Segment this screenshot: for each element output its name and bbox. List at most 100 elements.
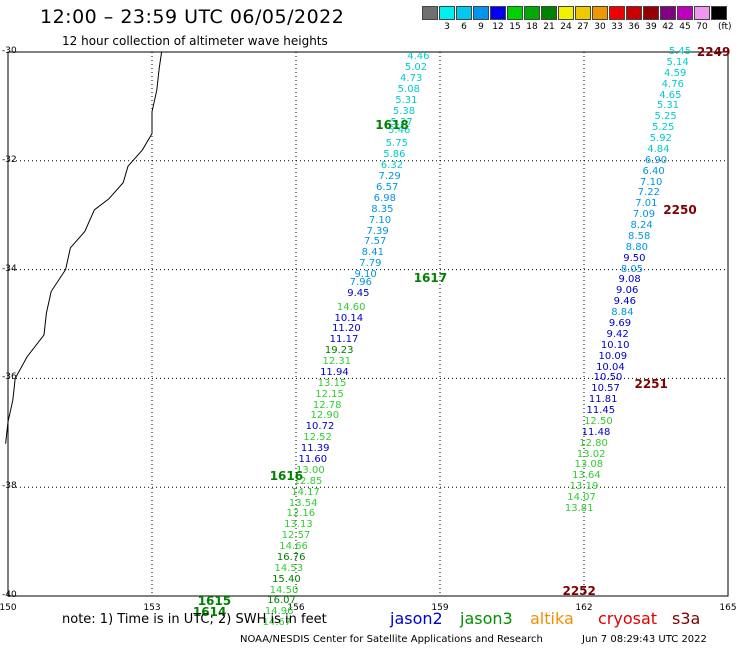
wave-height-value: 5.25: [654, 111, 677, 123]
lon-tick-label: 165: [719, 603, 737, 613]
wave-height-value: 9.69: [608, 318, 632, 329]
legend-swatch: [711, 6, 727, 20]
lon-tick-label: 156: [287, 603, 305, 613]
wave-height-value: 9.06: [616, 285, 639, 297]
wave-height-value: 13.13: [284, 519, 313, 531]
legend-swatch: [541, 6, 557, 20]
legend-swatch: [592, 6, 608, 20]
wave-height-value: 8.80: [625, 241, 648, 253]
satellite-name-s3a: s3a: [672, 609, 701, 628]
wave-height-value: 9.50: [623, 252, 646, 264]
wave-height-value: 8.41: [361, 247, 384, 259]
footer-note: note: 1) Time is in UTC; 2) SWH is in fe…: [62, 612, 327, 627]
wave-height-value: 14.60: [336, 301, 366, 313]
legend-label: 6: [461, 22, 467, 32]
wave-height-value: 7.29: [378, 171, 401, 183]
wave-height-value: 12.52: [303, 432, 332, 444]
legend-swatch: [626, 6, 642, 20]
legend-swatch: [609, 6, 625, 20]
wave-height-value: 7.79: [359, 258, 382, 270]
legend-label: 45: [679, 22, 691, 32]
wave-height-value: 7.10: [640, 176, 663, 188]
wave-height-value: 13.00: [296, 464, 325, 476]
wave-height-value: 4.76: [661, 78, 684, 90]
lat-tick-label: -38: [2, 481, 17, 492]
wave-height-value: 6.40: [642, 165, 665, 177]
wave-height-value: 5.27: [390, 116, 413, 128]
wave-height-value: 13.02: [576, 448, 606, 460]
wave-height-value: 12.80: [579, 437, 608, 449]
lat-tick-label: -32: [2, 154, 17, 165]
wave-height-value: 5.45: [668, 46, 692, 57]
wave-height-value: 14.53: [274, 562, 304, 574]
wave-height-value: 13.19: [569, 481, 599, 493]
wave-height-value: 5.31: [656, 100, 680, 112]
legend-unit-label: (ft): [718, 22, 732, 32]
wave-height-value: 9.10: [354, 269, 377, 281]
wave-height-value: 11.39: [300, 443, 330, 455]
legend-label: 70: [696, 22, 708, 32]
wave-height-value: 14.07: [567, 492, 596, 504]
wave-height-value: 11.48: [581, 426, 611, 438]
wave-height-value: 8.24: [630, 220, 653, 232]
wave-height-value: 12.90: [310, 410, 340, 422]
wave-height-value: 13.64: [572, 470, 601, 482]
legend-label: 24: [560, 22, 572, 32]
legend-swatch: [473, 6, 489, 20]
wave-height-value: 6.32: [380, 160, 404, 172]
legend-swatch: [422, 6, 438, 20]
lon-tick-label: 153: [143, 603, 161, 613]
legend-label: 33: [611, 22, 623, 32]
legend-label: 12: [492, 22, 504, 32]
lat-tick-label: -30: [2, 46, 17, 56]
wave-height-value: 8.05: [620, 263, 644, 275]
wave-height-value: 8.84: [611, 307, 634, 319]
track-time-label: 2251: [634, 376, 668, 391]
track-time-label: 1614: [192, 605, 227, 620]
wave-height-value: 12.78: [312, 399, 342, 411]
wave-height-value: 9.45: [347, 288, 370, 300]
legend-swatch: [694, 6, 710, 20]
wave-height-value: 5.86: [383, 149, 406, 161]
wave-height-value: 12.15: [315, 388, 344, 400]
wave-height-value: 11.81: [588, 394, 618, 406]
wave-height-value: 9.42: [606, 328, 629, 340]
lon-tick-label: 162: [575, 603, 593, 613]
wave-height-value: 7.22: [637, 187, 660, 199]
wave-height-value: 6.90: [644, 154, 668, 166]
wave-height-value: 19.23: [324, 345, 354, 357]
footer-timestamp: Jun 7 08:29:43 UTC 2022: [582, 634, 707, 645]
wave-height-value: 7.09: [632, 209, 656, 221]
wave-height-value: 11.60: [298, 454, 328, 465]
legend-swatch: [507, 6, 523, 20]
wave-height-value: 4.59: [664, 67, 687, 79]
wave-height-value: 10.04: [596, 361, 625, 373]
legend-label: 30: [594, 22, 606, 32]
wave-height-value: 5.75: [385, 138, 408, 150]
wave-height-value: 5.31: [395, 94, 418, 106]
lat-tick-label: -40: [2, 590, 17, 600]
legend-swatch: [677, 6, 693, 20]
wave-height-value: 4.46: [407, 51, 430, 63]
wave-height-value: 14.17: [291, 486, 320, 498]
legend-swatch: [643, 6, 659, 20]
legend-swatch: [524, 6, 540, 20]
wave-height-value: 12.50: [584, 415, 613, 427]
wave-height-value: 16.76: [276, 551, 306, 563]
wave-height-value: 9.46: [613, 296, 636, 308]
wave-height-value: 14.96: [264, 606, 294, 618]
wave-height-value: 13.15: [317, 377, 347, 389]
wave-height-value: 14.50: [269, 584, 299, 596]
legend-label: 9: [478, 22, 484, 32]
legend-label: 3: [444, 22, 450, 32]
legend-label: 42: [662, 22, 674, 32]
wave-height-value: 5.38: [392, 105, 416, 117]
wave-height-value: 14.66: [279, 541, 308, 553]
wave-height-value: 10.14: [334, 312, 364, 324]
track-time-label: 1617: [413, 270, 448, 285]
track-time-label: 1618: [375, 118, 409, 133]
wave-height-value: 11.45: [586, 405, 616, 417]
legend-label: 36: [628, 22, 640, 32]
